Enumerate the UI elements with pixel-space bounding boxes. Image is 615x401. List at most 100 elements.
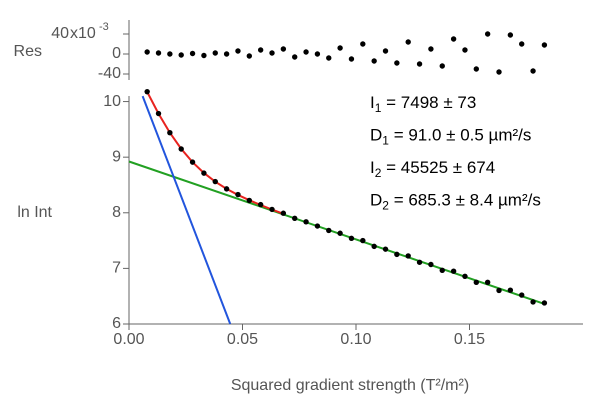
y-tick-label: 9 — [112, 148, 121, 165]
annotation: D2 = 685.3 ± 8.4 µm²/s — [370, 191, 541, 213]
data-point — [371, 243, 377, 250]
data-point — [223, 186, 230, 192]
data-point — [473, 66, 480, 72]
data-point — [269, 50, 275, 56]
data-point — [144, 88, 150, 95]
annotation-text: = 45525 ± 674 — [381, 158, 495, 177]
data-point — [223, 51, 230, 57]
y-tick-label: -40 — [98, 65, 121, 82]
data-point — [212, 50, 218, 56]
data-point — [303, 219, 309, 225]
data-point — [189, 159, 196, 165]
multiplier-exponent: -3 — [99, 21, 109, 33]
data-point — [416, 61, 423, 67]
annotation-subscript: 2 — [375, 166, 382, 180]
data-point — [462, 273, 468, 279]
x-tick-label: 0.05 — [227, 331, 258, 348]
data-point — [450, 36, 457, 42]
data-point — [167, 51, 173, 57]
data-point — [326, 55, 332, 61]
data-point — [144, 49, 150, 55]
data-point — [473, 279, 480, 285]
annotation-subscript: 1 — [382, 134, 389, 148]
data-point — [337, 45, 343, 51]
data-point — [155, 110, 162, 117]
annotation-symbol: D — [370, 126, 382, 145]
annotation-symbol: D — [370, 191, 382, 210]
annotation-symbol: I — [370, 158, 375, 177]
data-point — [484, 31, 491, 37]
data-point — [155, 50, 162, 56]
y-tick-label: 6 — [112, 315, 121, 332]
data-point — [507, 287, 514, 293]
data-point — [314, 51, 321, 57]
x-tick-label: 0.10 — [340, 331, 371, 348]
data-point — [326, 227, 332, 234]
annotation-text: = 685.3 ± 8.4 µm²/s — [389, 191, 541, 210]
data-point — [405, 253, 411, 259]
data-point — [303, 49, 309, 55]
y-axis-label: ln Int — [17, 204, 52, 221]
y-tick-label: 40 — [51, 25, 69, 42]
data-point — [382, 48, 389, 54]
data-point — [235, 48, 241, 54]
data-point — [496, 69, 502, 75]
data-point — [257, 47, 264, 53]
data-point — [530, 299, 536, 305]
data-point — [337, 230, 343, 236]
fit-line — [141, 95, 232, 325]
data-point — [360, 41, 366, 47]
multiplier: x10 — [70, 25, 96, 42]
data-point — [212, 178, 218, 185]
data-point — [178, 52, 184, 58]
data-point — [439, 63, 445, 69]
data-point — [450, 268, 457, 274]
annotation-symbol: I — [370, 93, 375, 112]
y-tick-label: 0 — [112, 45, 121, 62]
data-point — [292, 54, 298, 60]
x-tick-label: 0.15 — [454, 331, 485, 348]
data-point — [541, 42, 548, 48]
data-point — [530, 68, 536, 74]
data-point — [201, 52, 207, 59]
data-point — [507, 32, 514, 38]
data-point — [462, 47, 468, 53]
data-point — [428, 46, 434, 52]
annotation: I1 = 7498 ± 73 — [370, 93, 476, 115]
data-point — [496, 287, 502, 294]
x-tick-label: 0.00 — [113, 331, 144, 348]
data-point — [257, 201, 264, 208]
data-point — [235, 191, 241, 198]
y-tick-label: 8 — [112, 204, 121, 221]
annotation-text: = 7498 ± 73 — [381, 93, 476, 112]
data-point — [280, 210, 287, 216]
data-point — [439, 267, 445, 273]
data-point — [314, 223, 321, 229]
data-point — [519, 41, 525, 47]
data-point — [280, 46, 287, 52]
y-axis-label: Res — [14, 43, 42, 60]
data-point — [394, 60, 400, 66]
data-point — [178, 146, 184, 152]
data-point — [405, 39, 411, 45]
data-point — [167, 130, 173, 136]
data-point — [246, 53, 253, 59]
data-point — [189, 50, 196, 57]
data-point — [382, 246, 389, 252]
data-point — [269, 206, 275, 213]
y-tick-label: 10 — [103, 93, 121, 110]
data-point — [348, 235, 355, 242]
data-point — [541, 300, 548, 306]
data-point — [428, 261, 434, 268]
fit-line — [128, 160, 545, 305]
annotation: D1 = 91.0 ± 0.5 µm²/s — [370, 126, 531, 148]
data-point — [519, 292, 525, 298]
data-point — [360, 237, 366, 244]
annotation-subscript: 1 — [375, 101, 382, 115]
data-point — [371, 58, 377, 64]
data-point — [348, 56, 355, 62]
annotation-subscript: 2 — [382, 199, 389, 213]
annotation: I2 = 45525 ± 674 — [370, 158, 495, 180]
data-point — [201, 170, 207, 176]
